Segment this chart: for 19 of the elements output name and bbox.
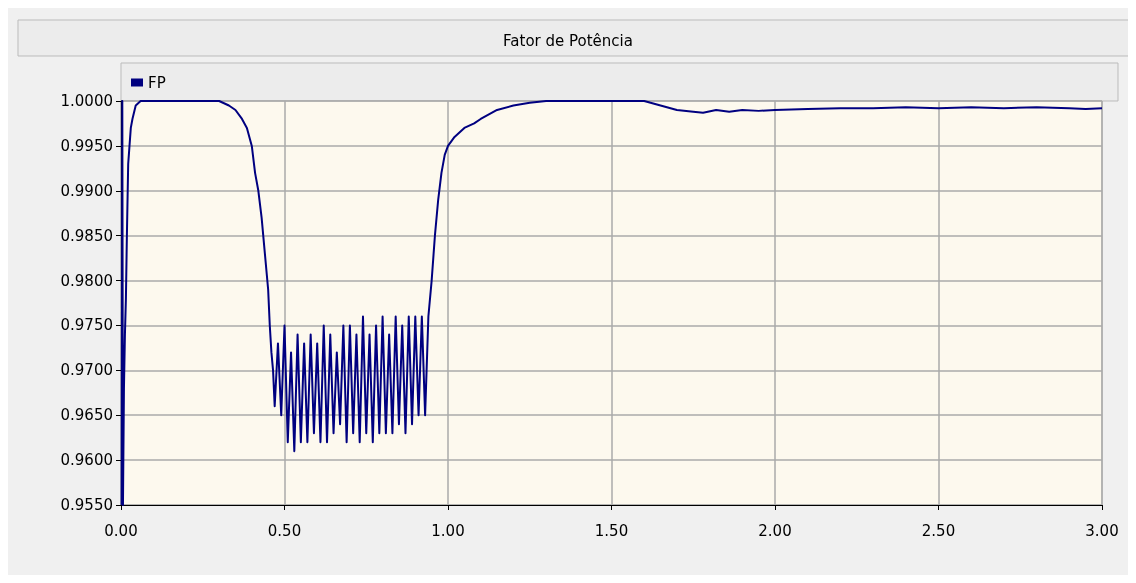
y-tick-label: 0.9550: [60, 496, 113, 514]
y-tick-label: 0.9700: [60, 361, 113, 380]
x-tick-label: 1.00: [431, 521, 465, 540]
y-tick-label: 0.9600: [60, 451, 113, 470]
x-tick-label: 2.50: [921, 521, 956, 540]
y-tick-label: 0.9850: [60, 226, 113, 245]
y-tick-label: 1.0000: [60, 92, 113, 110]
y-tick-label: 0.9950: [60, 136, 113, 155]
x-tick-label: 0.00: [104, 521, 138, 540]
x-tick-label: 2.00: [758, 521, 792, 540]
x-tick-label: 3.00: [1085, 521, 1119, 540]
y-tick-label: 0.9900: [60, 181, 113, 200]
y-tick-label: 0.9800: [60, 271, 113, 290]
x-tick-label: 1.50: [594, 521, 629, 540]
legend-label: FP: [148, 73, 166, 92]
y-tick-label: 0.9750: [60, 316, 113, 335]
y-tick-label: 0.9650: [60, 406, 113, 425]
x-tick-label: 0.50: [267, 521, 302, 540]
chart-title: Fator de Potência: [503, 31, 633, 50]
